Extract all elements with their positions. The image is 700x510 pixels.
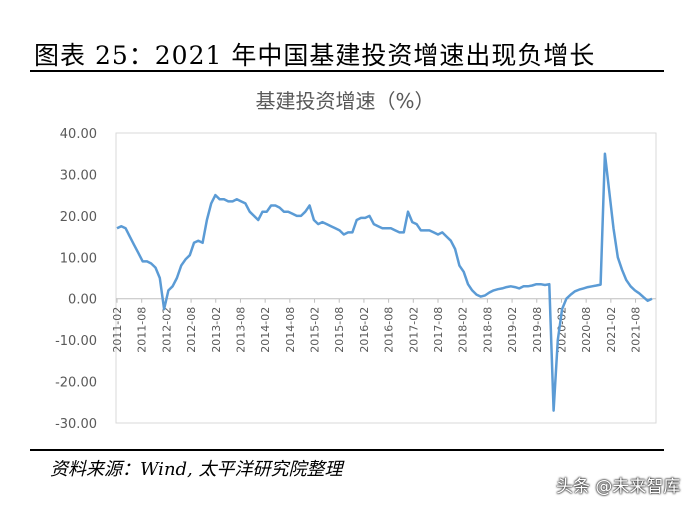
x-tick-label: 2012-08 bbox=[185, 307, 198, 353]
y-tick-label: 30.00 bbox=[60, 168, 97, 183]
title-divider bbox=[30, 70, 664, 72]
y-tick-label: 10.00 bbox=[60, 251, 97, 266]
x-tick-label: 2014-08 bbox=[284, 307, 297, 353]
y-tick-label: -30.00 bbox=[55, 417, 97, 432]
plot-frame bbox=[115, 132, 657, 424]
x-tick-label: 2018-08 bbox=[481, 307, 494, 353]
figure-title: 图表 25：2021 年中国基建投资增速出现负增长 bbox=[34, 41, 596, 70]
source-divider bbox=[30, 449, 664, 451]
x-tick-label: 2016-02 bbox=[358, 307, 371, 353]
source-note: 资料来源：Wind, 太平洋研究院整理 bbox=[50, 459, 343, 480]
watermark-text: 头条 @未来智库 bbox=[556, 477, 681, 497]
y-tick-label: 0.00 bbox=[68, 293, 97, 308]
x-tick-label: 2018-02 bbox=[457, 307, 470, 353]
series-line bbox=[116, 152, 653, 412]
series-group bbox=[116, 152, 653, 412]
x-tick-label: 2011-02 bbox=[111, 307, 124, 353]
x-tick-label: 2016-08 bbox=[383, 307, 396, 353]
y-tick-label: 20.00 bbox=[60, 210, 97, 225]
y-tick-label: 40.00 bbox=[60, 127, 97, 142]
x-tick-label: 2011-08 bbox=[136, 307, 149, 353]
x-tick-label: 2019-08 bbox=[531, 307, 544, 353]
x-tick-label: 2019-02 bbox=[506, 307, 519, 353]
watermark: 头条 @未来智库 bbox=[556, 472, 680, 497]
x-tick-label: 2020-08 bbox=[580, 307, 593, 353]
x-tick-label: 2015-02 bbox=[309, 307, 322, 353]
y-tick-label: -20.00 bbox=[55, 376, 97, 391]
y-tick-label: -10.00 bbox=[55, 334, 97, 349]
x-tick-label: 2015-08 bbox=[333, 307, 346, 353]
x-tick-label: 2012-02 bbox=[160, 307, 173, 353]
x-tick-label: 2014-02 bbox=[259, 307, 272, 353]
x-tick-label: 2017-08 bbox=[432, 307, 445, 353]
x-tick-label: 2017-02 bbox=[407, 307, 420, 353]
x-tick-label: 2021-08 bbox=[630, 307, 643, 353]
chart: 基建投资增速（%） 40.00 30.00 20.00 10.00 0.00 -10.00… bbox=[55, 89, 657, 432]
x-axis-ticks: 2011-02 2011-08 2012-02 2012-08 2013-02 2013-… bbox=[111, 298, 643, 353]
x-tick-label: 2013-08 bbox=[234, 307, 247, 353]
x-tick-label: 2013-02 bbox=[210, 307, 223, 353]
y-axis-ticks: 40.00 30.00 20.00 10.00 0.00 -10.00 -20.00 -30.… bbox=[55, 127, 97, 432]
x-tick-label: 2021-02 bbox=[605, 307, 618, 353]
chart-title: 基建投资增速（%） bbox=[255, 89, 434, 113]
